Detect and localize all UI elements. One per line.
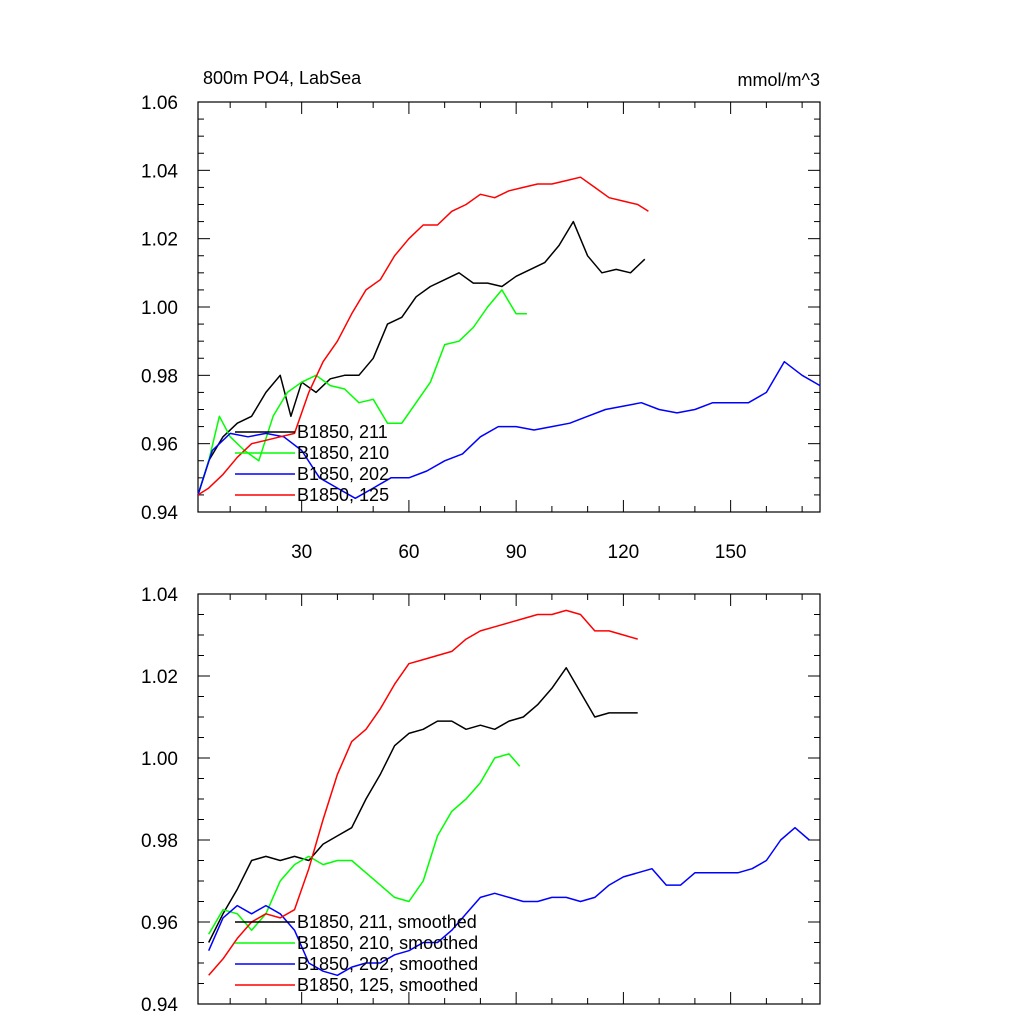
legend-label: B1850, 202 xyxy=(297,464,389,484)
x-ticks-top: 30 60 90 120 150 xyxy=(229,102,803,563)
series-line-4 xyxy=(197,176,649,496)
chart-title: 800m PO4, LabSea xyxy=(203,68,362,88)
y-ticks-bottom: 0.94 0.96 0.98 1.00 1.02 1.04 xyxy=(141,585,820,1016)
y-ticks-top: 0.94 0.96 0.98 1.00 1.02 1.04 1.06 xyxy=(141,93,820,524)
series-line-1 xyxy=(208,667,638,943)
legend-label: B1850, 210 xyxy=(297,443,389,463)
y-tick-label: 1.04 xyxy=(141,161,178,182)
y-tick-label: 1.00 xyxy=(141,298,178,319)
y-tick-label: 0.98 xyxy=(141,831,178,852)
series-bottom xyxy=(208,609,810,977)
series-line-4 xyxy=(208,609,638,976)
units-label: mmol/m^3 xyxy=(738,70,820,90)
series-line-2 xyxy=(208,753,521,935)
y-tick-label: 1.06 xyxy=(141,93,178,114)
legend-label: B1850, 125, smoothed xyxy=(297,975,478,995)
series-top xyxy=(197,176,821,500)
series-line-3 xyxy=(197,360,821,500)
legend-label: B1850, 125 xyxy=(297,485,389,505)
y-tick-label: 0.96 xyxy=(141,435,178,456)
legend-label: B1850, 210, smoothed xyxy=(297,933,478,953)
y-tick-label: 1.04 xyxy=(141,585,178,606)
bottom-panel: 0.94 0.96 0.98 1.00 1.02 1.04 B1850, 211, smo… xyxy=(141,585,821,1016)
legend-label: B1850, 202, smoothed xyxy=(297,954,478,974)
y-tick-label: 0.98 xyxy=(141,366,178,387)
series-line-1 xyxy=(197,220,646,496)
x-tick-label: 60 xyxy=(398,542,419,563)
y-tick-label: 0.94 xyxy=(141,995,178,1016)
top-panel: 800m PO4, LabSea mmol/m^3 0.94 0.96 0.98 1.… xyxy=(141,68,821,563)
x-tick-label: 150 xyxy=(715,542,747,563)
series-line-3 xyxy=(208,826,810,977)
x-ticks-bottom xyxy=(229,594,803,1004)
x-tick-label: 30 xyxy=(291,542,312,563)
plot-frame-top xyxy=(197,101,821,513)
y-tick-label: 1.00 xyxy=(141,749,178,770)
y-tick-label: 0.96 xyxy=(141,913,178,934)
x-tick-label: 120 xyxy=(608,542,640,563)
legend-label: B1850, 211 xyxy=(297,422,388,442)
x-tick-label: 90 xyxy=(506,542,527,563)
y-tick-label: 1.02 xyxy=(141,230,178,251)
y-tick-label: 1.02 xyxy=(141,667,178,688)
y-tick-label: 0.94 xyxy=(141,503,178,524)
legend-label: B1850, 211, smoothed xyxy=(297,912,477,932)
